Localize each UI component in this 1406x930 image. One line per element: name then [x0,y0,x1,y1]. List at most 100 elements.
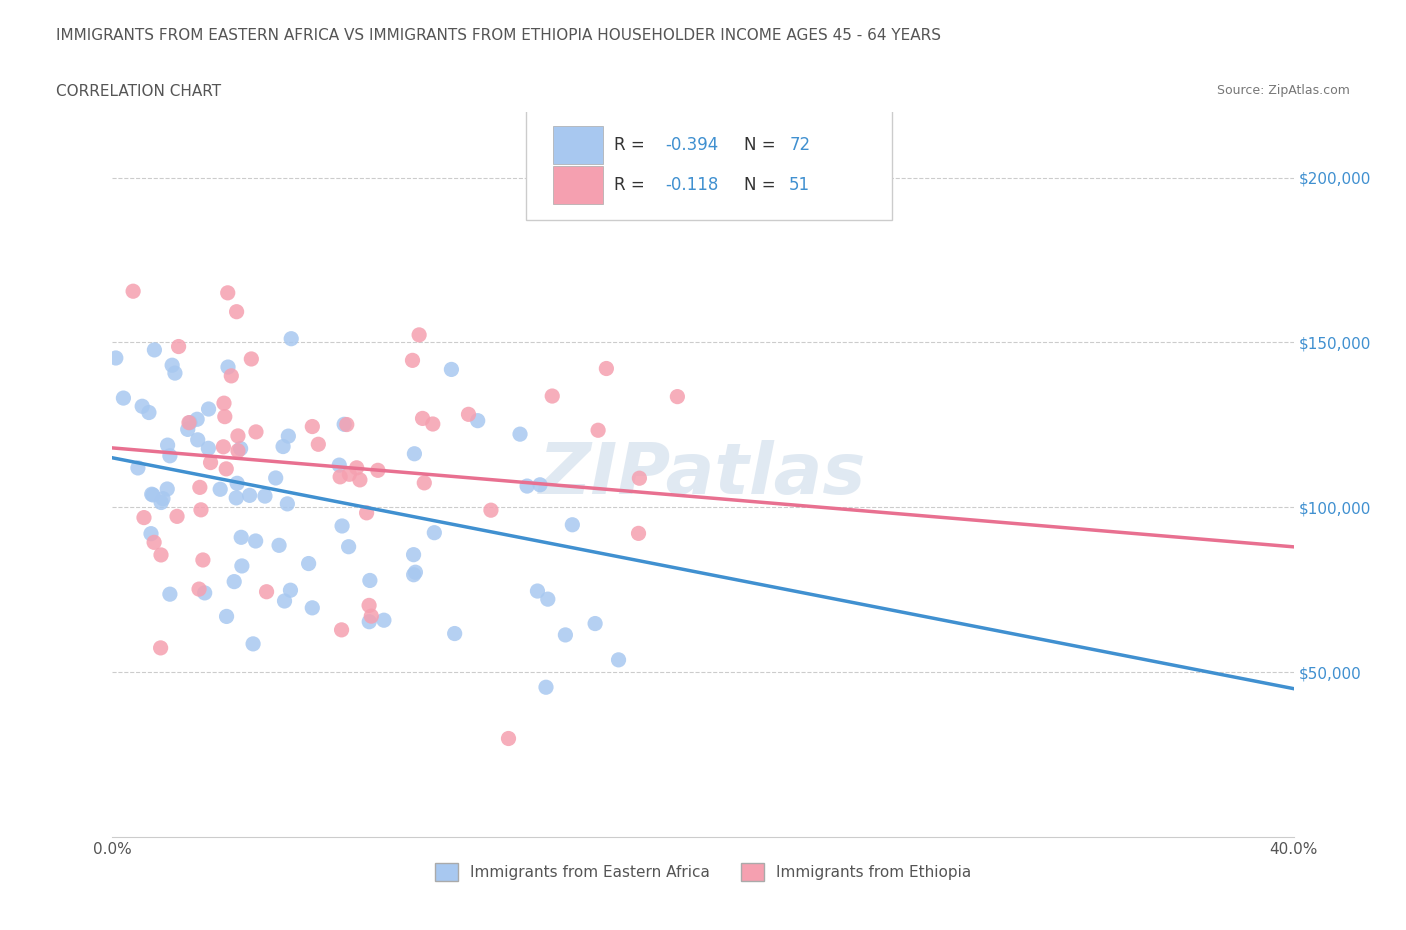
Point [423,525,446,540]
Point [583,616,606,631]
Point [253,488,276,503]
Point [349,472,371,487]
Point [221,368,243,383]
Point [526,584,548,599]
Point [301,601,323,616]
Point [197,402,219,417]
Point [188,581,211,596]
Point [404,446,426,461]
Point [330,622,353,637]
Point [224,574,246,589]
Point [127,460,149,475]
Text: R =: R = [614,176,651,193]
Point [104,351,127,365]
Point [156,438,179,453]
Point [225,490,247,505]
Point [122,284,145,299]
Point [245,534,267,549]
Point [401,352,423,367]
Point [359,573,381,588]
Point [595,361,617,376]
Text: R =: R = [614,136,651,154]
Point [280,583,302,598]
Point [333,417,356,432]
Text: 72: 72 [789,136,810,154]
Point [245,424,267,439]
Point [412,411,434,426]
Point [330,519,353,534]
Point [534,680,557,695]
Point [337,467,360,482]
Point [271,439,294,454]
Point [298,556,321,571]
Point [225,304,247,319]
Point [516,479,538,494]
Text: -0.118: -0.118 [665,176,718,193]
Point [301,419,323,434]
FancyBboxPatch shape [553,126,603,164]
Text: IMMIGRANTS FROM EASTERN AFRICA VS IMMIGRANTS FROM ETHIOPIA HOUSEHOLDER INCOME AG: IMMIGRANTS FROM EASTERN AFRICA VS IMMIGR… [56,28,941,43]
Point [226,429,249,444]
Point [188,480,211,495]
Point [131,399,153,414]
Point [537,591,560,606]
Point [402,547,425,562]
Point [200,455,222,470]
Point [498,731,520,746]
Point [177,422,200,437]
Point [443,626,465,641]
Point [190,502,212,517]
Point [264,471,287,485]
Text: ZIPatlas: ZIPatlas [540,440,866,509]
Point [179,415,201,430]
Point [273,593,295,608]
Point [112,391,135,405]
Point [143,535,166,550]
Point [373,613,395,628]
Point [231,530,253,545]
Point [360,609,382,624]
Text: Source: ZipAtlas.com: Source: ZipAtlas.com [1216,84,1350,97]
Text: 51: 51 [789,176,810,193]
Point [280,331,302,346]
Text: CORRELATION CHART: CORRELATION CHART [56,84,221,99]
Point [217,286,239,300]
Point [240,352,263,366]
Point [159,587,181,602]
Point [554,628,576,643]
Point [509,427,531,442]
Point [402,567,425,582]
Point [408,327,430,342]
Point [256,584,278,599]
Point [356,505,378,520]
Point [138,405,160,420]
Point [666,389,689,404]
Point [467,413,489,428]
Point [413,475,436,490]
Point [212,396,235,411]
Point [167,339,190,354]
Point [479,503,502,518]
Point [143,342,166,357]
Legend: Immigrants from Eastern Africa, Immigrants from Ethiopia: Immigrants from Eastern Africa, Immigran… [429,857,977,887]
Point [541,389,564,404]
Text: -0.394: -0.394 [665,136,718,154]
Text: N =: N = [744,136,782,154]
Point [329,470,352,485]
Point [607,653,630,668]
Point [156,482,179,497]
Point [215,461,238,476]
FancyBboxPatch shape [553,166,603,204]
Point [367,463,389,478]
Point [277,429,299,444]
Point [586,423,609,438]
Point [346,460,368,475]
Point [328,458,350,472]
Point [307,437,329,452]
Point [132,511,155,525]
Point [159,448,181,463]
Point [163,365,186,380]
Point [212,439,235,454]
Point [628,471,651,485]
Point [150,495,173,510]
